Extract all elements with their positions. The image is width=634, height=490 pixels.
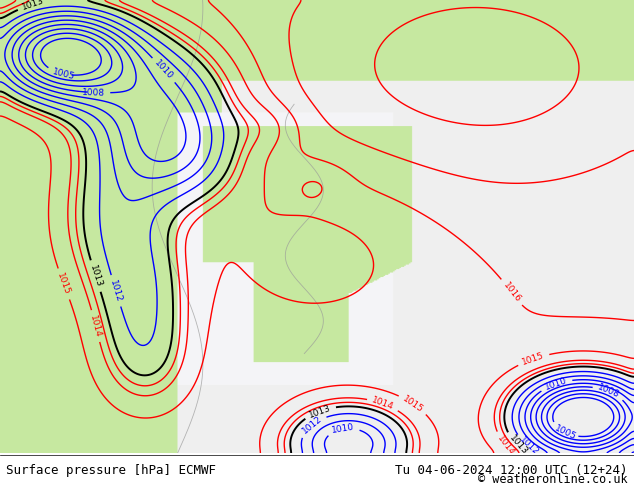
Text: 1016: 1016 [501, 280, 522, 304]
Text: 1008: 1008 [596, 383, 621, 400]
Text: 1015: 1015 [401, 394, 425, 414]
Text: 1010: 1010 [544, 376, 569, 392]
Text: 1015: 1015 [56, 271, 72, 296]
Text: 1014: 1014 [89, 314, 103, 338]
Text: Tu 04-06-2024 12:00 UTC (12+24): Tu 04-06-2024 12:00 UTC (12+24) [395, 465, 628, 477]
Text: 1013: 1013 [21, 0, 46, 12]
Text: 1013: 1013 [307, 403, 332, 419]
Text: 1014: 1014 [371, 395, 395, 412]
Text: 1013: 1013 [88, 264, 103, 288]
Text: 1005: 1005 [553, 424, 578, 442]
Text: 1010: 1010 [153, 59, 175, 82]
Text: © weatheronline.co.uk: © weatheronline.co.uk [478, 473, 628, 486]
Text: 1012: 1012 [518, 435, 541, 458]
Text: 1010: 1010 [331, 423, 355, 435]
Text: 1014: 1014 [496, 434, 517, 457]
Text: 1008: 1008 [82, 88, 105, 98]
Text: 1012: 1012 [108, 278, 124, 303]
Text: Surface pressure [hPa] ECMWF: Surface pressure [hPa] ECMWF [6, 465, 216, 477]
Text: 1015: 1015 [521, 351, 546, 367]
Text: 1013: 1013 [507, 434, 529, 457]
Text: 1012: 1012 [301, 414, 324, 436]
Text: 1005: 1005 [51, 67, 76, 81]
